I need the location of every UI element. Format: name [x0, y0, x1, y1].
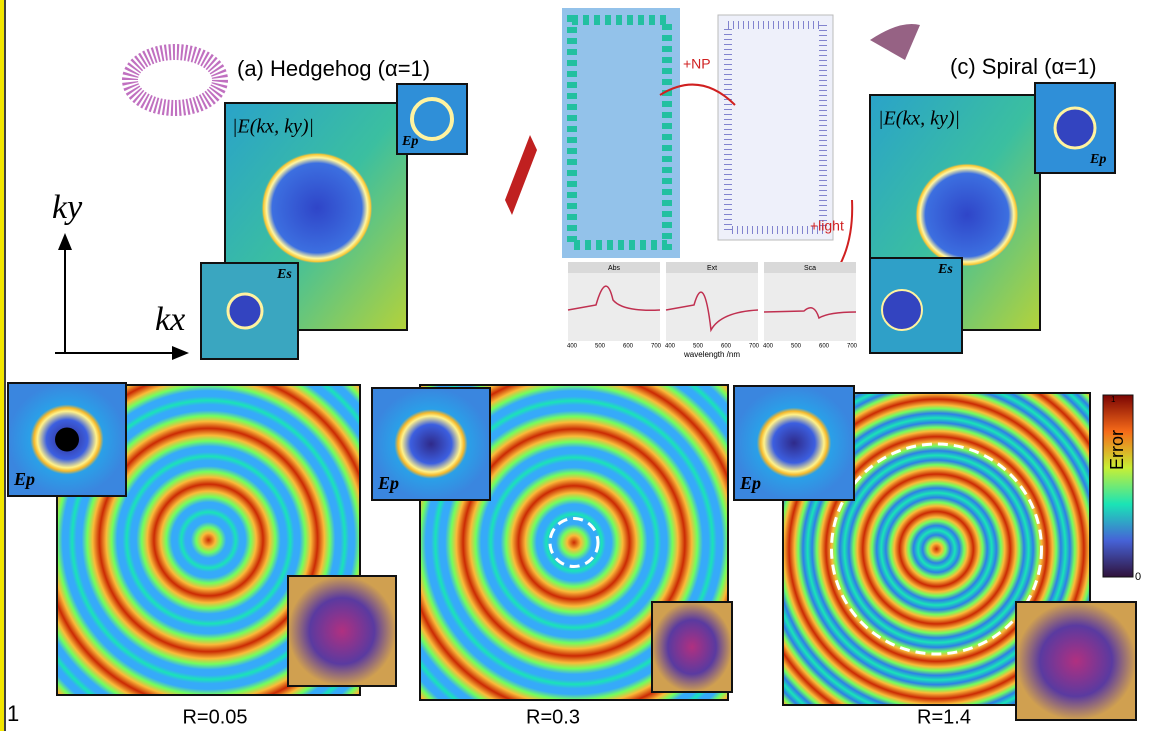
colorbar-label: 1 [1111, 395, 1116, 404]
colorbar [1103, 395, 1133, 577]
spectrum-plot [764, 273, 856, 341]
inset [1016, 602, 1136, 720]
arrow-head [172, 346, 189, 360]
x-tick-label: 600 [721, 344, 732, 350]
inset [288, 576, 396, 686]
x-tick-label: 500 [791, 344, 802, 350]
spin-loop [130, 52, 220, 108]
inset-ring [228, 294, 262, 328]
decoration [505, 135, 537, 215]
panel-label: R=0.3 [526, 706, 580, 728]
x-tick-label: 400 [763, 344, 774, 350]
inset-ring [1055, 108, 1095, 148]
inset [652, 602, 732, 692]
inset-label: Ep [1089, 152, 1106, 167]
inset-label: Ep [401, 134, 418, 149]
panel-title: (a) Hedgehog (α=1) [237, 56, 430, 81]
x-tick-label: 400 [567, 344, 578, 350]
x-tick-label: 700 [847, 344, 858, 350]
page: (a) Hedgehog (α=1) |E(kx, ky)| Ep Es ky … [0, 0, 1152, 731]
x-tick-label: 600 [623, 344, 634, 350]
panel-label: R=0.05 [182, 706, 247, 728]
panel-label: R=1.4 [917, 706, 971, 728]
field-label: |E(kx, ky)| [878, 108, 960, 130]
x-tick-label: 500 [595, 344, 606, 350]
page-number: 1 [7, 701, 19, 726]
colorbar-title: Error [1107, 430, 1127, 470]
x-axis-label: wavelength /nm [683, 350, 740, 359]
spectrum-title: Abs [608, 265, 621, 272]
inset-core [55, 428, 79, 452]
inset-ring [882, 290, 922, 330]
margin-stripe [0, 0, 4, 731]
x-tick-label: 600 [819, 344, 830, 350]
panel-title: (c) Spiral (α=1) [950, 54, 1097, 79]
arrow-label: +NP [683, 56, 711, 72]
x-tick-label: 400 [665, 344, 676, 350]
inset-label: Es [276, 267, 292, 282]
spectrum-title: Sca [804, 265, 816, 272]
axis-label: ky [52, 189, 83, 226]
figure: (a) Hedgehog (α=1) |E(kx, ky)| Ep Es ky … [0, 0, 1152, 731]
inset-label: Ep [739, 473, 761, 493]
axis-label: kx [155, 301, 185, 338]
inset-label: Es [937, 262, 953, 277]
field-label: |E(kx, ky)| [232, 116, 314, 138]
field-disc [261, 152, 373, 264]
arrow-label: +light [810, 218, 844, 234]
colorbar-label: 0 [1135, 571, 1141, 583]
particle-cloud [562, 8, 680, 258]
x-tick-label: 500 [693, 344, 704, 350]
x-tick-label: 700 [749, 344, 760, 350]
arrow-head [58, 233, 72, 250]
particle-box [718, 15, 833, 240]
decoration [870, 24, 920, 60]
spectrum-title: Ext [707, 265, 717, 272]
x-tick-label: 700 [651, 344, 662, 350]
field-disc [915, 163, 1019, 267]
inset-label: Ep [377, 473, 399, 493]
inset-label: Ep [13, 469, 35, 489]
